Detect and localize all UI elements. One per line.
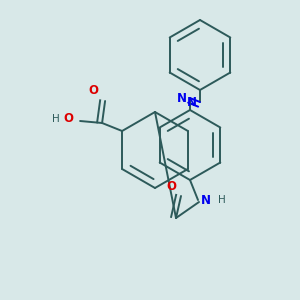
Text: H: H (52, 114, 60, 124)
Text: N: N (201, 194, 211, 206)
Text: N: N (177, 92, 187, 104)
Text: O: O (166, 179, 176, 193)
Text: H: H (218, 195, 226, 205)
Text: O: O (88, 85, 98, 98)
Text: N: N (187, 95, 197, 109)
Text: O: O (63, 112, 73, 125)
